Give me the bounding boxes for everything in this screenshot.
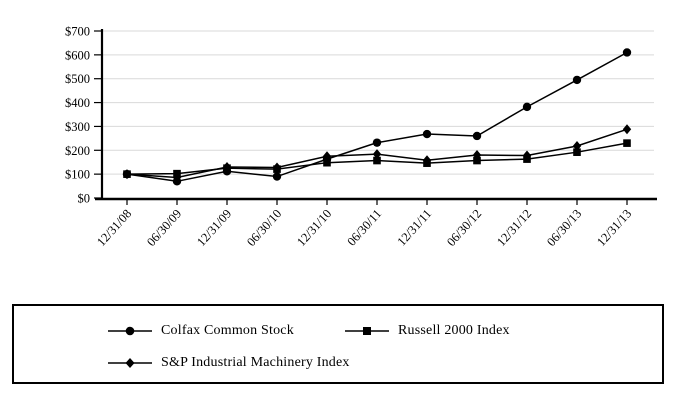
x-axis-label: 06/30/11 bbox=[344, 207, 384, 249]
x-axis-label: 12/31/10 bbox=[294, 207, 334, 249]
x-axis-label: 06/30/12 bbox=[444, 207, 484, 249]
circle-data-marker bbox=[372, 138, 382, 147]
square-data-marker bbox=[373, 156, 381, 165]
square-data-marker bbox=[473, 156, 481, 165]
diamond-data-marker bbox=[322, 151, 332, 162]
legend-label-sp-machinery: S&P Industrial Machinery Index bbox=[161, 355, 350, 370]
legend-item-sp-machinery: S&P Industrial Machinery Index bbox=[108, 355, 350, 371]
diamond-data-marker bbox=[172, 172, 182, 183]
y-axis-label: $400 bbox=[65, 96, 90, 110]
square-data-marker bbox=[573, 148, 581, 156]
square-data-marker bbox=[223, 164, 231, 172]
y-axis-label: $200 bbox=[65, 144, 90, 158]
x-axis-label: 06/30/10 bbox=[244, 207, 284, 249]
legend-label-russell: Russell 2000 Index bbox=[398, 323, 510, 338]
y-axis-label: $600 bbox=[65, 48, 90, 62]
circle-marker-icon bbox=[108, 326, 152, 336]
circle-data-marker bbox=[472, 131, 482, 141]
x-axis-label: 12/31/12 bbox=[494, 207, 534, 249]
square-data-marker bbox=[623, 139, 631, 147]
x-axis-label: 06/30/09 bbox=[144, 207, 184, 249]
square-data-marker bbox=[123, 170, 131, 178]
square-data-marker bbox=[173, 169, 181, 178]
diamond-marker-icon bbox=[108, 358, 152, 368]
square-data-marker bbox=[273, 165, 281, 173]
x-axis-label: 12/31/11 bbox=[394, 207, 434, 249]
circle-data-marker bbox=[522, 102, 532, 112]
x-axis-label: 12/31/13 bbox=[594, 207, 634, 249]
diamond-data-marker bbox=[622, 124, 632, 135]
legend-label-colfax: Colfax Common Stock bbox=[161, 323, 294, 338]
square-data-marker bbox=[423, 159, 431, 167]
circle-data-marker bbox=[272, 172, 282, 181]
y-axis-label: $700 bbox=[65, 25, 90, 39]
square-data-marker bbox=[523, 155, 531, 163]
x-axis-label: 12/31/09 bbox=[194, 207, 234, 249]
legend-item-colfax: Colfax Common Stock bbox=[108, 323, 294, 339]
y-axis-label: $500 bbox=[65, 72, 90, 86]
x-axis-label: 06/30/13 bbox=[544, 207, 584, 249]
diamond-data-marker bbox=[372, 149, 382, 160]
x-axis-label: 12/31/08 bbox=[94, 207, 134, 249]
circle-data-marker bbox=[572, 75, 582, 85]
circle-data-marker bbox=[622, 48, 632, 57]
legend-item-russell: Russell 2000 Index bbox=[345, 323, 510, 339]
square-marker-icon bbox=[345, 327, 389, 335]
circle-data-marker bbox=[422, 129, 432, 139]
y-axis-label: $0 bbox=[78, 192, 91, 206]
y-axis-label: $100 bbox=[65, 168, 90, 182]
y-axis-label: $300 bbox=[65, 120, 90, 134]
square-data-marker bbox=[323, 158, 331, 167]
legend-box: Colfax Common Stock Russell 2000 Index S… bbox=[12, 304, 664, 384]
